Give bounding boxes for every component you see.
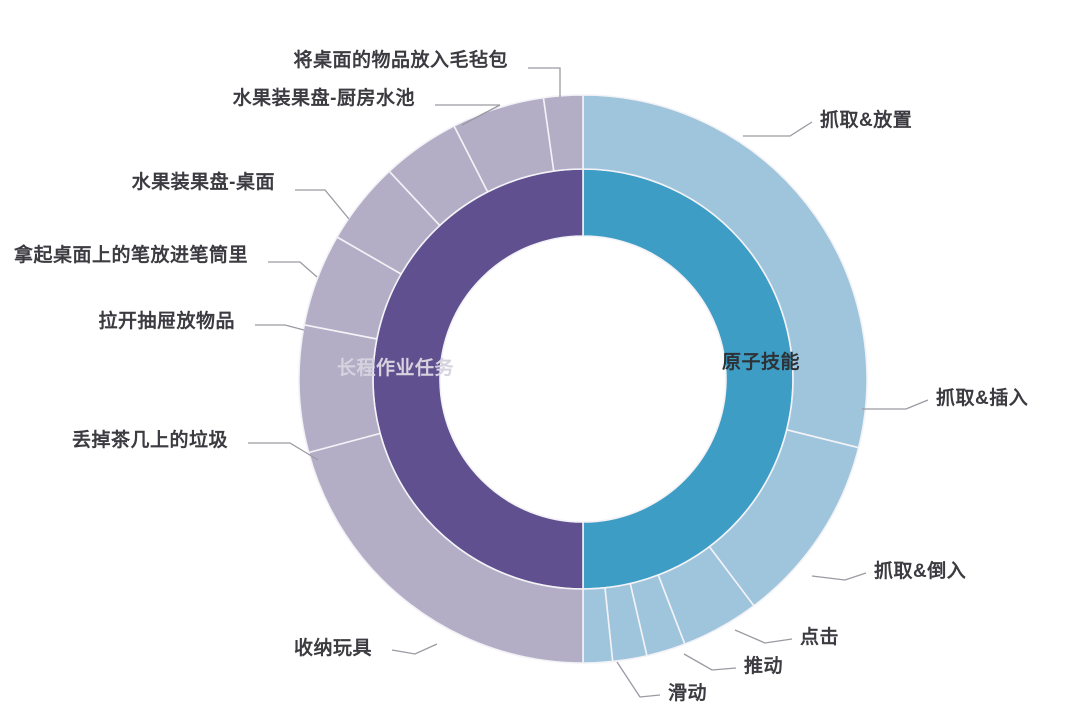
leader-line-slide [616,661,661,698]
leader-line-pen-into-holder [268,261,318,278]
leader-line-pick-and-pour [811,572,867,581]
leader-line-pick-and-place [743,121,813,137]
outer-label-fruit-plate-table: 水果装果盘-桌面 [131,172,275,193]
leader-line-pick-and-insert [862,399,929,410]
outer-segment-items-into-felt-bag[interactable] [542,94,584,172]
leader-line-fruit-plate-kitchen-sink [435,104,501,126]
outer-label-pick-and-insert: 抓取&插入 [936,388,1029,409]
outer-label-store-toys: 收纳玩具 [293,638,372,659]
outer-label-throw-trash-coffee-table: 丢掉茶几上的垃圾 [71,430,228,451]
outer-label-open-drawer-put-items: 拉开抽屉放物品 [98,311,235,332]
outer-label-items-into-felt-bag: 将桌面的物品放入毛毡包 [293,50,508,71]
leader-line-throw-trash-coffee-table [248,442,319,461]
leader-lines [248,67,929,698]
outer-label-click: 点击 [800,627,840,648]
leader-line-store-toys [391,643,438,655]
leader-line-push [683,653,737,671]
outer-label-pen-into-holder: 拿起桌面上的笔放进笔筒里 [13,245,248,266]
outer-label-slide: 滑动 [668,683,708,704]
outer-label-pick-and-place: 抓取&放置 [820,110,913,131]
leader-line-click [734,629,793,644]
outer-label-push: 推动 [744,656,784,677]
outer-segment-throw-trash-coffee-table[interactable] [298,324,381,454]
outer-label-pick-and-pour: 抓取&倒入 [874,561,967,582]
outer-ring [298,94,868,664]
outer-label-fruit-plate-kitchen-sink: 水果装果盘-厨房水池 [232,88,415,109]
leader-line-fruit-plate-table [295,189,350,220]
leader-line-open-drawer-put-items [255,324,305,331]
outer-segment-pick-and-place[interactable] [582,94,868,449]
inner-label-atomic-skills: 原子技能 [722,352,801,373]
inner-label-long-horizon-tasks: 长程作业任务 [337,358,455,379]
leader-line-items-into-felt-bag [528,67,561,97]
inner-ring [372,168,794,590]
